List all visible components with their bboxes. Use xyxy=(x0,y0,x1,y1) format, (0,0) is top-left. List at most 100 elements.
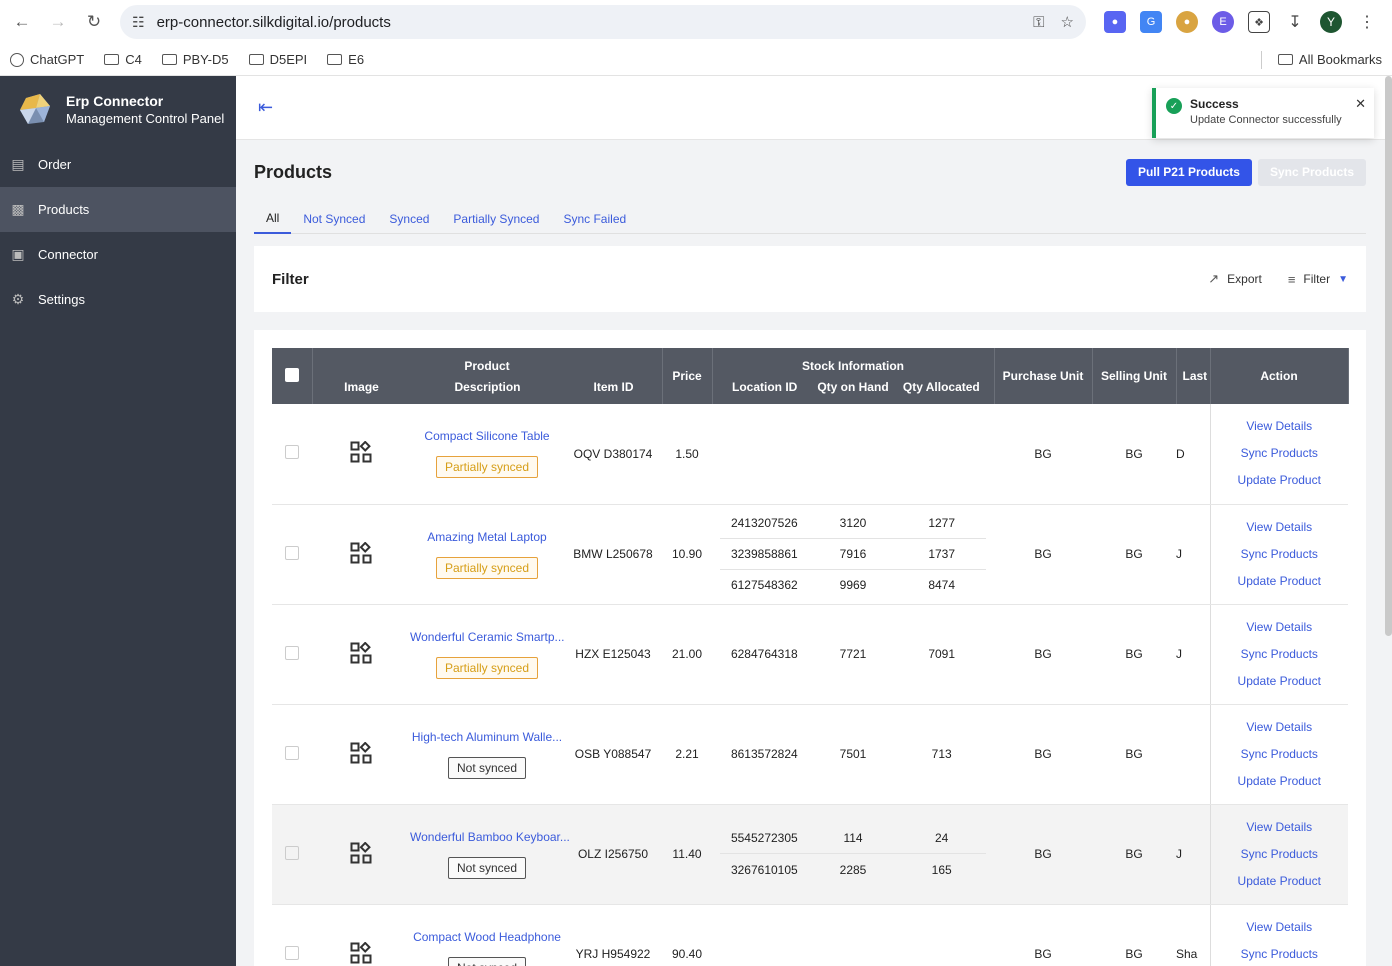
export-button[interactable]: ↗ Export xyxy=(1208,271,1262,287)
key-icon[interactable]: ⚿ xyxy=(1033,13,1045,31)
cookie-extension-icon[interactable]: ● xyxy=(1176,11,1198,33)
update-product-link[interactable]: Update Product xyxy=(1237,773,1321,788)
tab-all[interactable]: All xyxy=(254,204,292,234)
view-details-link[interactable]: View Details xyxy=(1246,819,1313,834)
update-product-link[interactable]: Update Product xyxy=(1237,473,1321,488)
purchase-unit-cell: BG xyxy=(994,704,1092,805)
puzzle-icon[interactable]: ❖ xyxy=(1248,11,1270,33)
sync-products-link[interactable]: Sync Products xyxy=(1240,646,1318,661)
e-extension-icon[interactable]: E xyxy=(1212,11,1234,33)
forward-icon[interactable]: → xyxy=(49,12,67,31)
sidebar-item-products[interactable]: ▩ Products xyxy=(0,187,236,232)
row-checkbox-cell[interactable] xyxy=(272,804,312,905)
filter-toggle-button[interactable]: ≡ Filter ▼ xyxy=(1288,272,1348,287)
row-checkbox[interactable] xyxy=(285,545,299,560)
row-checkbox[interactable] xyxy=(285,745,299,760)
bookmark-folder-d5epi[interactable]: D5EPI xyxy=(248,52,307,67)
view-details-link[interactable]: View Details xyxy=(1246,619,1313,634)
stock-line: 5545272305 114 24 xyxy=(720,823,986,854)
sidebar-item-settings[interactable]: ⚙ Settings xyxy=(0,277,236,322)
tab-partially-synced[interactable]: Partially Synced xyxy=(453,212,540,226)
sidebar-item-order[interactable]: ▤ Order xyxy=(0,142,236,187)
url-text[interactable]: erp-connector.silkdigital.io/products xyxy=(156,13,391,31)
tab-sync-failed[interactable]: Sync Failed xyxy=(563,212,627,226)
pull-p21-products-button[interactable]: Pull P21 Products xyxy=(1125,158,1252,186)
back-icon[interactable]: ← xyxy=(13,12,31,31)
toast-message: Update Connector successfully xyxy=(1190,114,1342,126)
bookmark-folder-e6[interactable]: E6 xyxy=(327,52,364,67)
status-badge: Partially synced xyxy=(435,656,539,679)
stock-cell: 6284764318 7721 7091 xyxy=(712,604,994,705)
sync-products-link[interactable]: Sync Products xyxy=(1240,546,1318,561)
price-cell: 90.40 xyxy=(662,904,712,966)
address-bar[interactable]: ☷ erp-connector.silkdigital.io/products … xyxy=(120,5,1086,39)
filter-title: Filter xyxy=(272,270,309,288)
bookmark-folder-pby-d5[interactable]: PBY-D5 xyxy=(161,52,229,67)
selling-unit-cell: BG xyxy=(1092,504,1176,605)
sync-products-link[interactable]: Sync Products xyxy=(1240,446,1318,461)
download-icon[interactable]: ↧ xyxy=(1284,11,1306,33)
profile-avatar[interactable]: Y xyxy=(1320,11,1342,33)
description-cell: Wonderful Bamboo Keyboar... Not synced xyxy=(410,804,570,905)
bookmark-folder-c4[interactable]: C4 xyxy=(104,52,142,67)
product-name-link[interactable]: Wonderful Ceramic Smartp... xyxy=(410,629,565,644)
selling-unit-cell: BG xyxy=(1092,704,1176,805)
product-name-link[interactable]: Amazing Metal Laptop xyxy=(427,529,547,544)
qty-on-hand: 7721 xyxy=(839,647,867,661)
row-checkbox-cell[interactable] xyxy=(272,604,312,705)
site-settings-icon[interactable]: ☷ xyxy=(132,13,145,30)
image-placeholder-icon xyxy=(350,440,372,466)
row-checkbox-cell[interactable] xyxy=(272,504,312,605)
row-checkbox[interactable] xyxy=(285,645,299,660)
product-name-link[interactable]: Compact Wood Headphone xyxy=(413,929,561,944)
success-toast: ✓ Success Update Connector successfully … xyxy=(1152,88,1374,138)
star-icon[interactable]: ☆ xyxy=(1060,14,1074,31)
last-cell: J xyxy=(1176,804,1211,905)
bookmark-chatgpt[interactable]: ChatGPT xyxy=(10,52,84,67)
row-checkbox[interactable] xyxy=(285,445,299,460)
tab-synced[interactable]: Synced xyxy=(389,212,430,226)
reload-icon[interactable]: ↻ xyxy=(86,12,102,31)
update-product-link[interactable]: Update Product xyxy=(1237,573,1321,588)
select-all-checkbox[interactable] xyxy=(284,367,299,382)
filter-label: Filter xyxy=(1303,272,1331,286)
view-details-link[interactable]: View Details xyxy=(1246,419,1313,434)
action-cell: View Details Sync Products Update Produc… xyxy=(1210,704,1348,805)
update-product-link[interactable]: Update Product xyxy=(1237,673,1321,688)
row-checkbox-cell[interactable] xyxy=(272,704,312,805)
all-bookmarks[interactable]: All Bookmarks xyxy=(1260,50,1382,69)
product-name-link[interactable]: High-tech Aluminum Walle... xyxy=(411,729,563,744)
select-all-checkbox-cell[interactable] xyxy=(272,348,313,404)
status-tabs: All Not Synced Synced Partially Synced S… xyxy=(254,204,1366,234)
sync-products-link[interactable]: Sync Products xyxy=(1240,946,1318,961)
tab-not-synced[interactable]: Not Synced xyxy=(303,212,366,226)
status-badge: Not synced xyxy=(447,756,527,779)
sidebar-item-label: Connector xyxy=(38,247,98,262)
page-scrollbar[interactable] xyxy=(1385,76,1392,636)
stock-cell: 5545272305 114 24 3267610105 2285 165 xyxy=(712,804,994,905)
close-icon[interactable]: ✕ xyxy=(1355,96,1366,111)
view-details-link[interactable]: View Details xyxy=(1246,519,1313,534)
more-menu-icon[interactable]: ⋮ xyxy=(1356,11,1378,33)
sync-products-link[interactable]: Sync Products xyxy=(1240,846,1318,861)
translate-extension-icon[interactable]: G xyxy=(1140,11,1162,33)
update-product-link[interactable]: Update Product xyxy=(1237,873,1321,888)
table-row: Amazing Metal Laptop Partially synced BM… xyxy=(272,504,1348,605)
row-checkbox[interactable] xyxy=(285,845,299,860)
discord-extension-icon[interactable]: ● xyxy=(1104,11,1126,33)
sidebar-item-connector[interactable]: ▣ Connector xyxy=(0,232,236,277)
product-name-link[interactable]: Wonderful Bamboo Keyboar... xyxy=(410,829,570,844)
row-checkbox[interactable] xyxy=(285,945,299,960)
menu-collapse-icon[interactable]: ⇤ xyxy=(258,97,274,117)
view-details-link[interactable]: View Details xyxy=(1246,919,1313,934)
table-row: Wonderful Bamboo Keyboar... Not synced O… xyxy=(272,804,1348,905)
sync-products-link[interactable]: Sync Products xyxy=(1240,746,1318,761)
row-checkbox-cell[interactable] xyxy=(272,404,312,505)
row-checkbox-cell[interactable] xyxy=(272,904,312,966)
sync-products-button[interactable]: Sync Products xyxy=(1257,158,1366,186)
view-details-link[interactable]: View Details xyxy=(1246,719,1313,734)
image-cell xyxy=(312,404,410,505)
ticket-icon: ▣ xyxy=(11,246,25,262)
product-name-link[interactable]: Compact Silicone Table xyxy=(424,429,550,444)
description-cell: Amazing Metal Laptop Partially synced xyxy=(410,504,564,605)
